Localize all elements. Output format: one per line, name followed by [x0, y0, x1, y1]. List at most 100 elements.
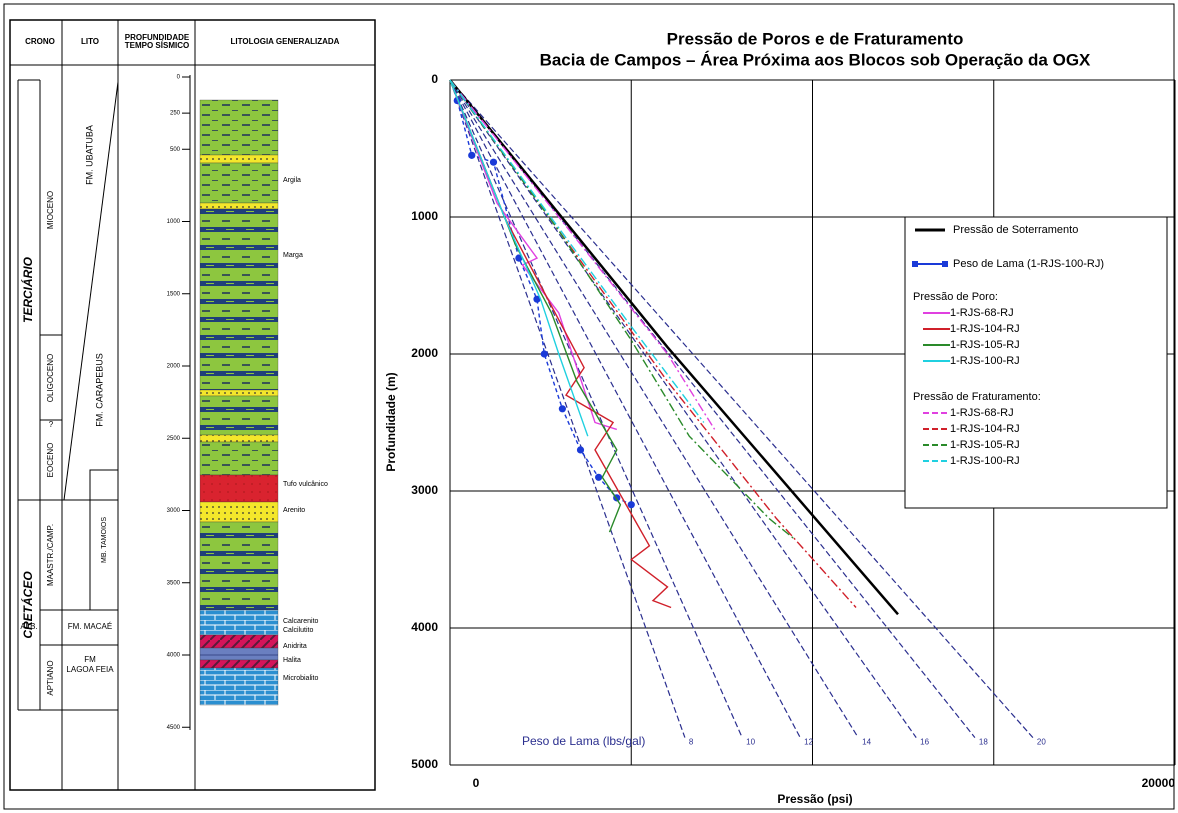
- lithology-label: Halita: [283, 657, 301, 664]
- chart-title: Pressão de Poros e de Fraturamento: [667, 29, 964, 48]
- lithology-layer: [200, 396, 278, 435]
- mud-weight-label: 16: [920, 738, 929, 747]
- column-header: CRONO: [25, 37, 55, 46]
- lithology-layer: [200, 648, 278, 660]
- lithology-layer: [200, 155, 278, 163]
- x-tick-label: 0: [473, 776, 480, 790]
- legend-label: 1-RJS-68-RJ: [950, 307, 1014, 319]
- column-header: TEMPO SÍSMICO: [125, 41, 189, 50]
- data-point: [468, 152, 475, 159]
- y-tick-label: 3000: [411, 483, 438, 497]
- mud-weight-label: 20: [1037, 738, 1046, 747]
- column-header: LITO: [81, 37, 99, 46]
- legend-swatch: [942, 261, 948, 267]
- mud-weight-label: 8: [689, 738, 694, 747]
- lithology-label: Argila: [283, 177, 301, 184]
- legend-label: 1-RJS-105-RJ: [950, 339, 1020, 351]
- formation-label: FM. CARAPEBUS: [94, 353, 104, 427]
- y-tick-label: 2000: [411, 346, 438, 360]
- epoch-label: MIOCENO: [46, 191, 55, 229]
- formation-label: FM. UBATUBA: [84, 125, 94, 185]
- chart-title: Bacia de Campos – Área Próxima aos Bloco…: [540, 50, 1091, 69]
- data-point: [490, 159, 497, 166]
- series-line: [457, 101, 631, 505]
- formation-label: MB. TAMOIOS: [101, 517, 108, 563]
- data-point: [628, 501, 635, 508]
- mud-weight-label: 10: [746, 738, 755, 747]
- epoch-label: ALB.: [20, 622, 37, 631]
- mud-weight-label: 12: [804, 738, 813, 747]
- column-header: LITOLOGIA GENERALIZADA: [231, 37, 340, 46]
- y-tick-label: 0: [431, 72, 438, 86]
- lithology-layer: [200, 502, 278, 522]
- depth-label: 2000: [167, 364, 181, 370]
- stratigraphic-column: CRONOLITOPROFUNDIDADETEMPO SÍSMICOLITOLO…: [10, 20, 375, 790]
- data-point: [541, 350, 548, 357]
- series-line: [450, 80, 671, 608]
- lithology-label: Arenito: [283, 507, 305, 514]
- depth-label: 1000: [167, 219, 181, 225]
- legend-heading: Pressão de Fraturamento:: [913, 391, 1041, 403]
- legend-label: Peso de Lama (1-RJS-100-RJ): [953, 258, 1104, 270]
- lithology-label: Calcarenito: [283, 618, 319, 625]
- series-line: [450, 80, 704, 423]
- y-tick-label: 5000: [411, 757, 438, 771]
- legend-heading: Pressão de Poro:: [913, 291, 998, 303]
- series-line: [450, 80, 898, 614]
- lithology-layer: [200, 442, 278, 475]
- lithology-layer: [200, 635, 278, 648]
- depth-label: 4000: [167, 653, 181, 659]
- lithology-label: Tufo vulcânico: [283, 481, 328, 488]
- depth-label: 1500: [167, 291, 181, 297]
- depth-label: 4500: [167, 725, 181, 731]
- data-point: [577, 446, 584, 453]
- lithology-layer: [200, 435, 278, 442]
- formation-label: LAGOA FEIA: [66, 665, 114, 674]
- y-tick-label: 4000: [411, 620, 438, 634]
- legend-label: 1-RJS-100-RJ: [950, 455, 1020, 467]
- legend-label: 1-RJS-104-RJ: [950, 423, 1020, 435]
- lithology-layer: [200, 209, 278, 390]
- series-line: [450, 80, 794, 539]
- mud-weight-label: 18: [979, 738, 988, 747]
- lithology-layer: [200, 390, 278, 396]
- series-line: [450, 80, 856, 608]
- lithology-label: Microbialito: [283, 675, 319, 682]
- depth-label: 500: [170, 147, 181, 153]
- figure: CRONOLITOPROFUNDIDADETEMPO SÍSMICOLITOLO…: [0, 0, 1178, 813]
- mud-weight-line: [450, 80, 742, 738]
- lithology-layer: [200, 668, 278, 705]
- epoch-label: MAASTR./CAMP.: [46, 524, 55, 586]
- data-point: [559, 405, 566, 412]
- epoch-label: ?: [49, 420, 54, 429]
- lithology-label: Marga: [283, 252, 303, 259]
- x-tick-label: 20000: [1142, 776, 1176, 790]
- legend-label: 1-RJS-68-RJ: [950, 407, 1014, 419]
- mud-weight-line: [450, 80, 858, 738]
- mud-weight-label: 14: [862, 738, 871, 747]
- lithology-layer: [200, 522, 278, 610]
- legend-swatch: [912, 261, 918, 267]
- formation-label: FM: [84, 655, 96, 664]
- y-axis-label: Profundidade (m): [384, 372, 398, 471]
- depth-label: 2500: [167, 436, 181, 442]
- lithology-label: Anidrita: [283, 643, 307, 650]
- legend-label: Pressão de Soterramento: [953, 224, 1078, 236]
- lithology-layer: [200, 203, 278, 209]
- lithology-layer: [200, 610, 278, 635]
- mud-weight-line: [450, 80, 800, 738]
- mud-weight-caption: Peso de Lama (lbs/gal): [522, 734, 645, 748]
- legend-label: 1-RJS-104-RJ: [950, 323, 1020, 335]
- x-axis-label: Pressão (psi): [777, 792, 852, 806]
- mud-weight-line: [450, 80, 685, 738]
- era-label: TERCIÁRIO: [20, 256, 35, 323]
- lithology-label: Calcilutito: [283, 627, 313, 634]
- epoch-label: APTIANO: [46, 660, 55, 695]
- lithology-layer: [200, 475, 278, 502]
- formation-label: FM. MACAÉ: [68, 622, 112, 631]
- page: CRONOLITOPROFUNDIDADETEMPO SÍSMICOLITOLO…: [0, 0, 1178, 813]
- y-tick-label: 1000: [411, 209, 438, 223]
- legend-label: 1-RJS-105-RJ: [950, 439, 1020, 451]
- lithology-layer: [200, 660, 278, 668]
- data-point: [595, 474, 602, 481]
